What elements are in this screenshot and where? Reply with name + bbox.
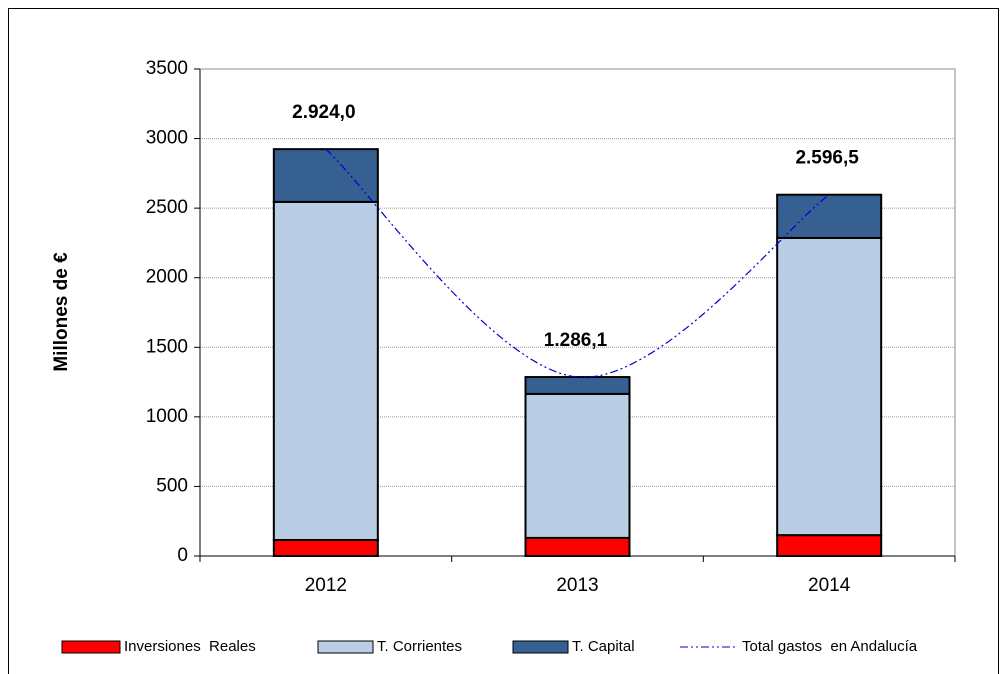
data-label: 2.596,5 bbox=[795, 148, 859, 169]
legend-label: T. Corrientes bbox=[377, 638, 462, 655]
bar-segment bbox=[272, 200, 379, 541]
bar-segment bbox=[524, 536, 631, 558]
y-axis-label: Millones de € bbox=[51, 252, 72, 372]
bar-segment bbox=[776, 534, 883, 558]
y-tick-label: 500 bbox=[156, 475, 188, 496]
y-tick-label: 2500 bbox=[146, 197, 188, 218]
bar-segment bbox=[272, 148, 379, 203]
y-tick-label: 1000 bbox=[146, 406, 188, 427]
legend-label: Inversiones Reales bbox=[124, 638, 256, 655]
y-tick-label: 1500 bbox=[146, 336, 188, 357]
legend-symbol bbox=[317, 640, 374, 654]
legend-label: Total gastos en Andalucía bbox=[742, 638, 918, 655]
x-tick-label: 2012 bbox=[305, 575, 347, 596]
bar-segment bbox=[524, 376, 631, 395]
bar-segment bbox=[776, 193, 883, 239]
data-label: 1.286,1 bbox=[544, 330, 608, 351]
legend-symbol bbox=[512, 640, 569, 654]
y-tick-label: 3000 bbox=[146, 128, 188, 149]
legend-symbol bbox=[61, 640, 121, 654]
bar-segment bbox=[776, 236, 883, 537]
x-tick-label: 2014 bbox=[808, 575, 851, 596]
y-tick-label: 2000 bbox=[146, 267, 188, 288]
y-tick-label: 3500 bbox=[146, 58, 188, 79]
legend-label: T. Capital bbox=[572, 638, 635, 655]
bar-segment bbox=[524, 392, 631, 539]
data-label: 2.924,0 bbox=[292, 102, 355, 123]
x-tick-label: 2013 bbox=[556, 575, 598, 596]
total-line bbox=[325, 148, 830, 378]
y-tick-label: 0 bbox=[177, 545, 188, 566]
bar-segment bbox=[272, 538, 379, 558]
